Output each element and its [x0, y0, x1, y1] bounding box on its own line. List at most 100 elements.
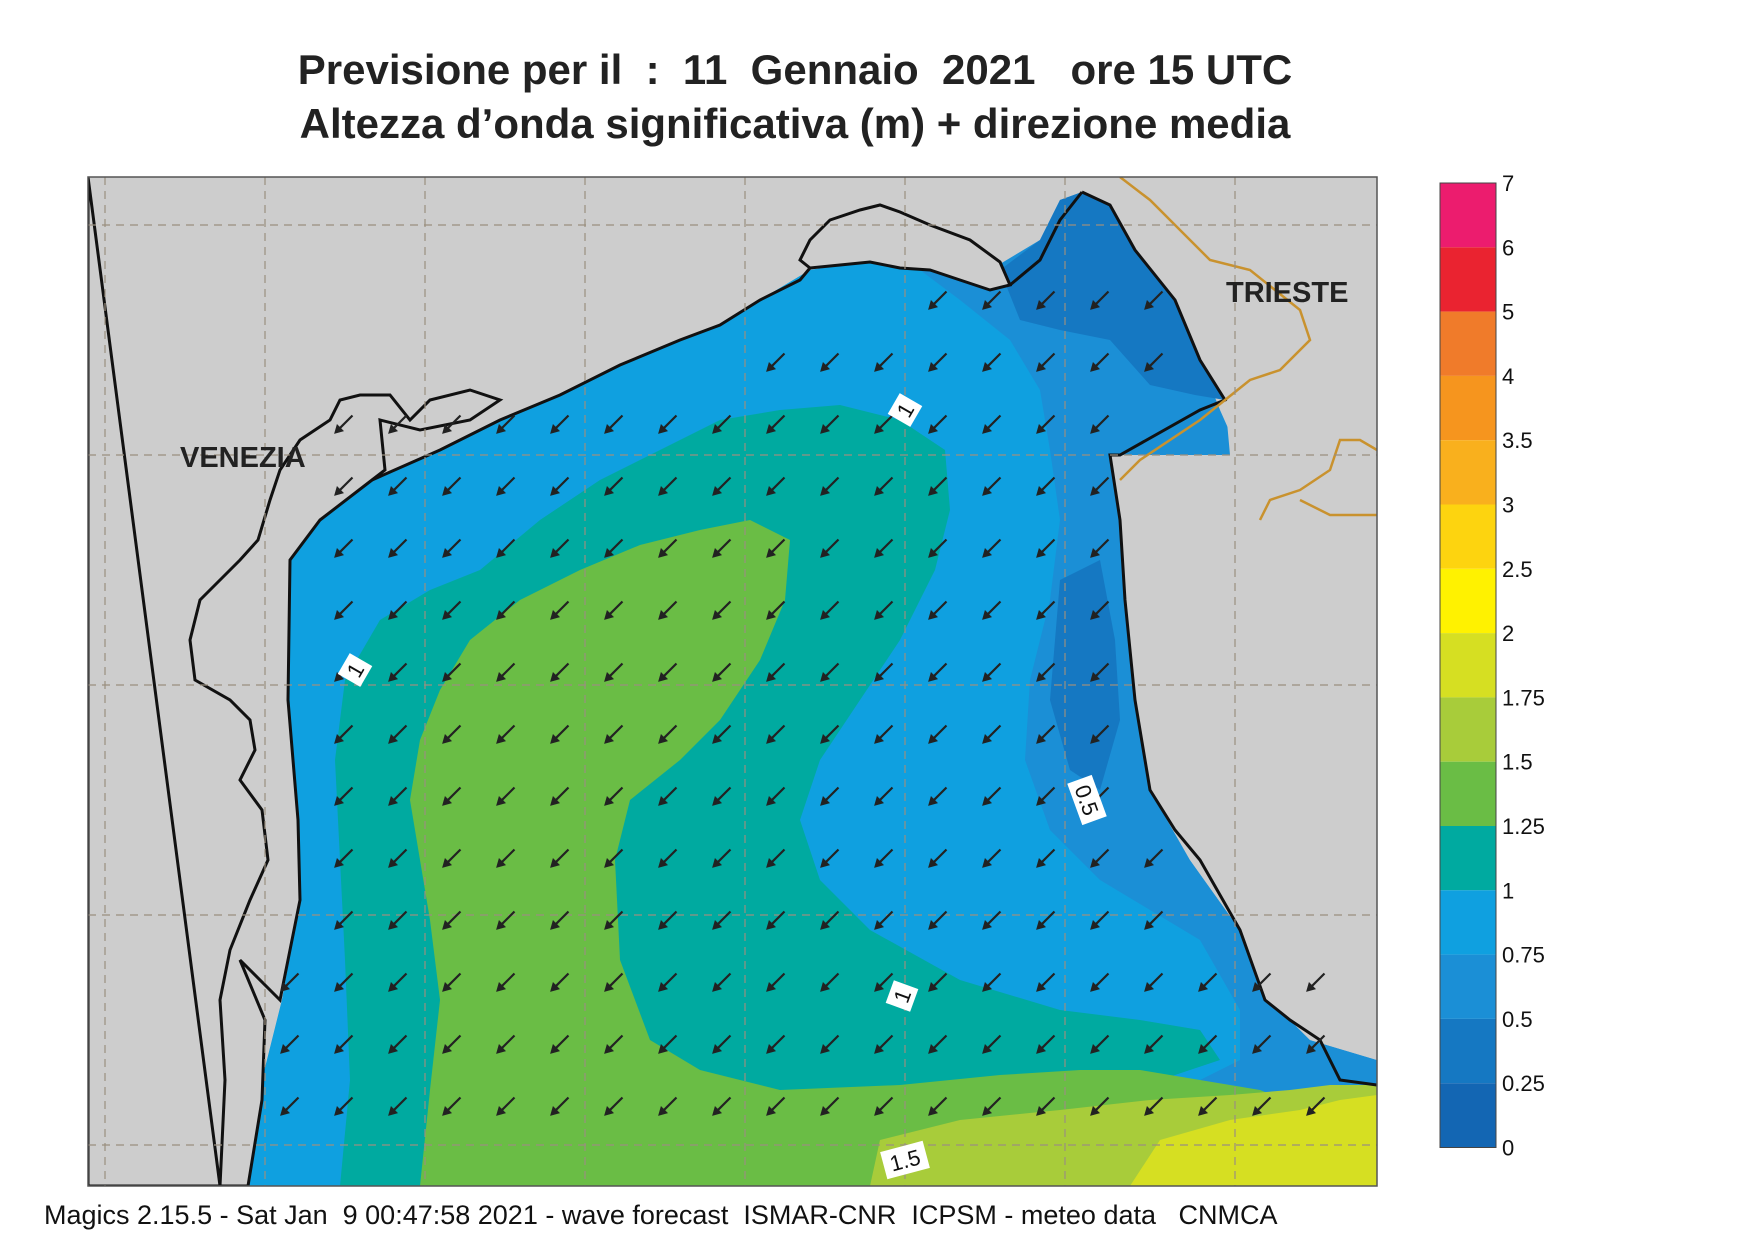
- wave-arrow: [1036, 414, 1056, 434]
- wave-arrow: [982, 1034, 1002, 1054]
- wave-arrow: [658, 1096, 678, 1116]
- wave-arrow: [1090, 352, 1110, 372]
- venice-lagoon-land: [88, 177, 504, 1186]
- wave-arrow: [928, 848, 948, 868]
- wave-arrow: [820, 848, 840, 868]
- wave-arrow: [712, 414, 732, 434]
- wave-arrow: [496, 414, 516, 434]
- wave-arrow: [442, 724, 462, 744]
- wave-arrow: [604, 910, 624, 930]
- legend-label: 0.75: [1502, 943, 1545, 968]
- wave-arrow: [1036, 848, 1056, 868]
- wave-arrow: [658, 600, 678, 620]
- wave-arrow: [766, 910, 786, 930]
- wave-arrow: [712, 1034, 732, 1054]
- wave-arrow: [982, 352, 1002, 372]
- wave-arrow: [1252, 972, 1272, 992]
- wave-arrow: [1036, 538, 1056, 558]
- wave-arrow: [1090, 1034, 1110, 1054]
- wave-arrow: [874, 910, 894, 930]
- wave-arrow: [874, 1034, 894, 1054]
- wave-arrow: [712, 910, 732, 930]
- wave-arrow: [1090, 476, 1110, 496]
- wave-arrow: [496, 1096, 516, 1116]
- wave-arrow: [982, 290, 1002, 310]
- legend-label: 6: [1502, 235, 1514, 260]
- wave-arrow: [496, 724, 516, 744]
- wave-arrow: [874, 662, 894, 682]
- wave-arrow: [928, 352, 948, 372]
- wave-arrow: [1090, 724, 1110, 744]
- wave-arrow: [442, 1034, 462, 1054]
- wave-arrow: [658, 538, 678, 558]
- legend-swatch: [1440, 826, 1496, 891]
- wave-arrow: [334, 414, 354, 434]
- wave-arrow: [280, 1096, 300, 1116]
- legend-label: 0.25: [1502, 1071, 1545, 1096]
- wave-arrow: [982, 724, 1002, 744]
- legend-label: 0: [1502, 1136, 1514, 1161]
- wave-arrow: [442, 848, 462, 868]
- state-border: [1119, 177, 1377, 521]
- wave-arrow: [442, 972, 462, 992]
- legend-swatch: [1440, 890, 1496, 955]
- wave-arrow: [874, 476, 894, 496]
- wave-arrow: [820, 600, 840, 620]
- wave-arrow: [658, 910, 678, 930]
- sea-zone-0.5: [1000, 192, 1225, 400]
- map-area: [88, 177, 1377, 1186]
- wave-arrow: [442, 1096, 462, 1116]
- legend-label: 1.25: [1502, 814, 1545, 839]
- wave-arrow: [550, 910, 570, 930]
- wave-arrow: [442, 414, 462, 434]
- wave-arrow: [766, 848, 786, 868]
- legend-swatch: [1440, 1083, 1496, 1148]
- wave-arrow: [982, 910, 1002, 930]
- wave-arrow: [658, 414, 678, 434]
- wave-arrow: [712, 476, 732, 496]
- wave-arrow: [388, 476, 408, 496]
- wave-arrow: [442, 476, 462, 496]
- wave-arrow: [1090, 848, 1110, 868]
- wave-arrow: [1144, 352, 1164, 372]
- legend-swatch: [1440, 375, 1496, 441]
- legend-label: 5: [1502, 300, 1514, 325]
- wave-arrow: [928, 1096, 948, 1116]
- legend-label: 0.5: [1502, 1007, 1533, 1032]
- wave-arrow: [334, 848, 354, 868]
- wave-arrow: [496, 538, 516, 558]
- wave-arrow: [442, 910, 462, 930]
- legend-swatch: [1440, 633, 1496, 698]
- wave-arrow: [874, 786, 894, 806]
- wave-arrow: [1036, 910, 1056, 930]
- wave-arrow: [496, 600, 516, 620]
- wave-arrow: [982, 538, 1002, 558]
- city-label-trieste: TRIESTE: [1226, 277, 1348, 309]
- wave-arrow: [280, 972, 300, 992]
- wave-arrow: [982, 476, 1002, 496]
- wave-arrow: [604, 848, 624, 868]
- wave-arrow: [388, 1096, 408, 1116]
- legend-swatch: [1440, 183, 1496, 248]
- wave-arrow: [334, 1096, 354, 1116]
- wave-arrow: [820, 538, 840, 558]
- wave-arrow: [982, 662, 1002, 682]
- map-title-line1: Previsione per il : 11 Gennaio 2021 ore …: [297, 46, 1293, 93]
- wave-arrow: [496, 848, 516, 868]
- wave-arrow: [820, 724, 840, 744]
- map-frame: [87, 176, 1378, 1187]
- wave-arrow: [874, 538, 894, 558]
- wave-arrow: [604, 972, 624, 992]
- wave-arrow: [874, 600, 894, 620]
- legend-label: 7: [1502, 171, 1514, 196]
- wave-arrow: [766, 1034, 786, 1054]
- wave-arrow: [928, 538, 948, 558]
- wave-arrow: [766, 972, 786, 992]
- wave-arrow: [388, 910, 408, 930]
- wave-arrow: [928, 910, 948, 930]
- wave-arrow: [1144, 910, 1164, 930]
- wave-arrow: [928, 290, 948, 310]
- wave-arrow: [712, 662, 732, 682]
- wave-arrow: [1090, 538, 1110, 558]
- wave-arrow: [1036, 972, 1056, 992]
